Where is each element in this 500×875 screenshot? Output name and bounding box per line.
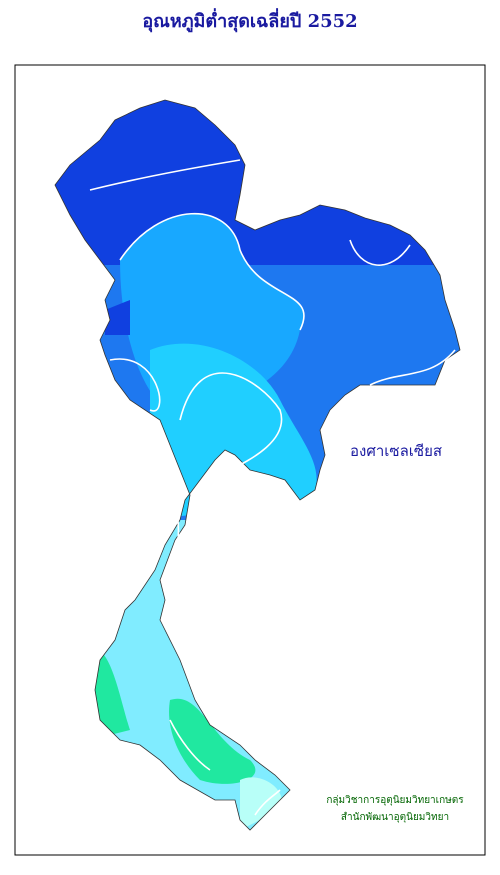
legend-title: องศาเซลเซียส	[350, 442, 442, 460]
isotherms	[89, 159, 456, 816]
title: อุณหภูมิต่ำสุดเฉลี่ยปี 2552	[142, 8, 357, 33]
credit-line: สำนักพัฒนาอุตุนิยมวิทยา	[341, 812, 449, 823]
credit-line: กลุ่มวิชาการอุตุนิยมวิทยาเกษตร	[326, 795, 464, 806]
